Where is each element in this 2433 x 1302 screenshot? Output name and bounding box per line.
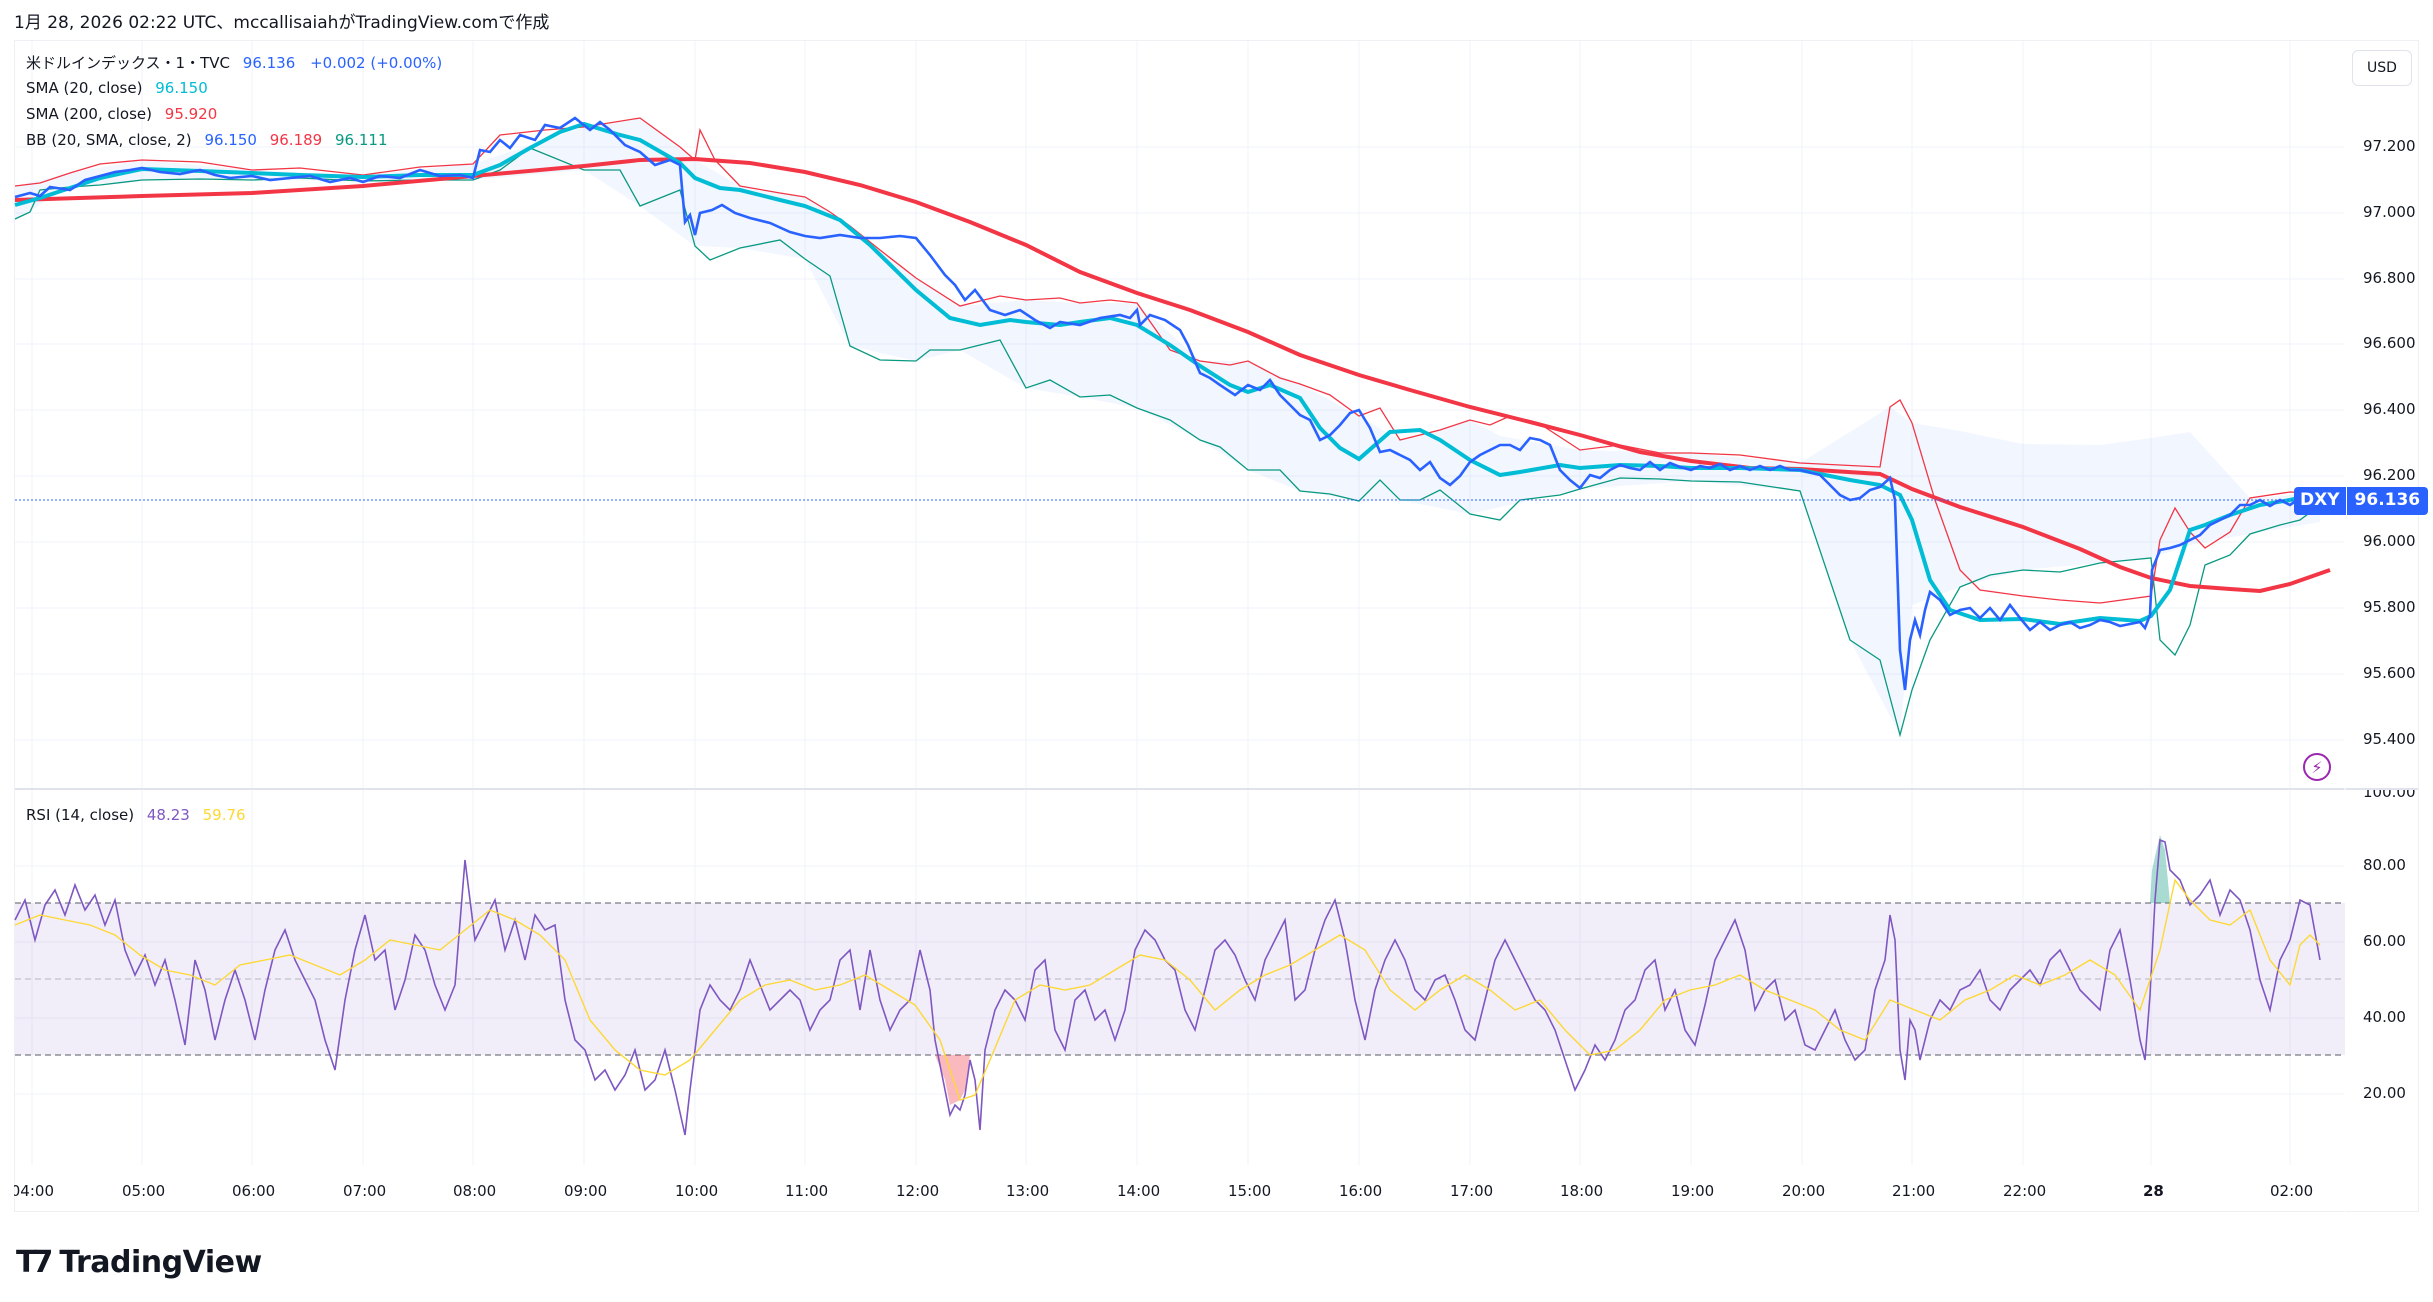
time-tick: 22:00: [2003, 1182, 2047, 1200]
tradingview-logo[interactable]: T7 TradingView: [16, 1245, 262, 1280]
price-tick: 95.400: [2363, 730, 2416, 748]
rsi-overbought-fill: [2150, 835, 2170, 903]
price-grid: [15, 41, 2345, 1165]
time-tick: 11:00: [785, 1182, 829, 1200]
rsi-tick: 40.00: [2363, 1008, 2406, 1026]
time-tick: 16:00: [1339, 1182, 1383, 1200]
price-tick: 96.400: [2363, 400, 2416, 418]
price-tick: 95.600: [2363, 664, 2416, 682]
chart-frame: [14, 40, 2419, 1212]
price-tick: 95.800: [2363, 598, 2416, 616]
rsi-tick: 20.00: [2363, 1084, 2406, 1102]
time-tick: 21:00: [1892, 1182, 1936, 1200]
rsi-oversold-fill: [935, 1055, 970, 1105]
price-tag-value: 96.136: [2346, 487, 2429, 515]
bb-legend[interactable]: BB (20, SMA, close, 2) 96.150 96.189 96.…: [26, 131, 396, 149]
currency-button[interactable]: USD: [2352, 50, 2412, 86]
time-tick: 14:00: [1117, 1182, 1161, 1200]
time-tick: 04:00: [14, 1182, 54, 1200]
time-tick: 07:00: [343, 1182, 387, 1200]
price-tick: 96.200: [2363, 466, 2416, 484]
time-tick: 12:00: [896, 1182, 940, 1200]
rsi-label: RSI (14, close): [26, 806, 135, 824]
main-legend-row[interactable]: 米ドルインデックス・1・TVC 96.136 +0.002 (+0.00%): [26, 52, 450, 73]
time-tick: 08:00: [453, 1182, 497, 1200]
rsi-line: [14, 838, 2321, 1136]
price-tick: 97.200: [2363, 137, 2416, 155]
rsi-legend[interactable]: RSI (14, close) 48.23 59.76: [26, 806, 254, 824]
price-tick: 96.600: [2363, 334, 2416, 352]
price-tag-symbol: DXY: [2294, 487, 2347, 515]
rsi-tick: 60.00: [2363, 932, 2406, 950]
last-price-tag: DXY 96.136: [2294, 487, 2429, 515]
sma200-legend[interactable]: SMA (200, close) 95.920: [26, 105, 225, 123]
rsi-tick: 80.00: [2363, 856, 2406, 874]
sma20-label: SMA (20, close): [26, 79, 143, 97]
price-line: [14, 116, 2321, 691]
time-tick: 18:00: [1560, 1182, 1604, 1200]
rsi-value: 48.23: [146, 806, 190, 824]
brand-name: TradingView: [59, 1245, 262, 1280]
price-tick: 96.000: [2363, 532, 2416, 550]
bb-label: BB (20, SMA, close, 2): [26, 131, 192, 149]
time-tick: 05:00: [122, 1182, 166, 1200]
time-tick: 09:00: [564, 1182, 608, 1200]
bb-fill: [15, 118, 2320, 735]
tradingview-logo-icon: T7: [16, 1245, 53, 1280]
symbol-label: 米ドルインデックス・1・TVC: [26, 54, 230, 72]
time-tick: 20:00: [1782, 1182, 1826, 1200]
sma20-value: 96.150: [155, 79, 208, 97]
time-tick: 02:00: [2270, 1182, 2314, 1200]
time-tick: 19:00: [1671, 1182, 1715, 1200]
sma200-label: SMA (200, close): [26, 105, 152, 123]
rsi-ma-line: [14, 878, 2321, 1101]
bb-upper-value: 96.189: [269, 131, 323, 149]
time-tick: 10:00: [675, 1182, 719, 1200]
sma200-value: 95.920: [164, 105, 218, 123]
time-tick: 15:00: [1228, 1182, 1272, 1200]
time-tick: 17:00: [1450, 1182, 1494, 1200]
bb-upper-line: [14, 117, 2321, 604]
sma20-legend[interactable]: SMA (20, close) 96.150: [26, 79, 216, 97]
price-tick: 96.800: [2363, 269, 2416, 287]
price-tick: 97.000: [2363, 203, 2416, 221]
rsi-tick: 100.00: [2363, 783, 2416, 801]
time-tick-date: 28: [2143, 1182, 2164, 1200]
rsi-ma-value: 59.76: [202, 806, 246, 824]
chart-caption: 1月 28, 2026 02:22 UTC、mccallisaiahがTradi…: [14, 13, 550, 33]
price-change: +0.002 (+0.00%): [310, 54, 443, 72]
lightning-icon[interactable]: ⚡︎: [2303, 753, 2331, 781]
bb-lower-value: 96.111: [335, 131, 388, 149]
time-tick: 13:00: [1006, 1182, 1050, 1200]
time-tick: 06:00: [232, 1182, 276, 1200]
bb-basis-value: 96.150: [204, 131, 257, 149]
sma20-line: [14, 121, 2321, 627]
last-price-value: 96.136: [242, 54, 296, 72]
